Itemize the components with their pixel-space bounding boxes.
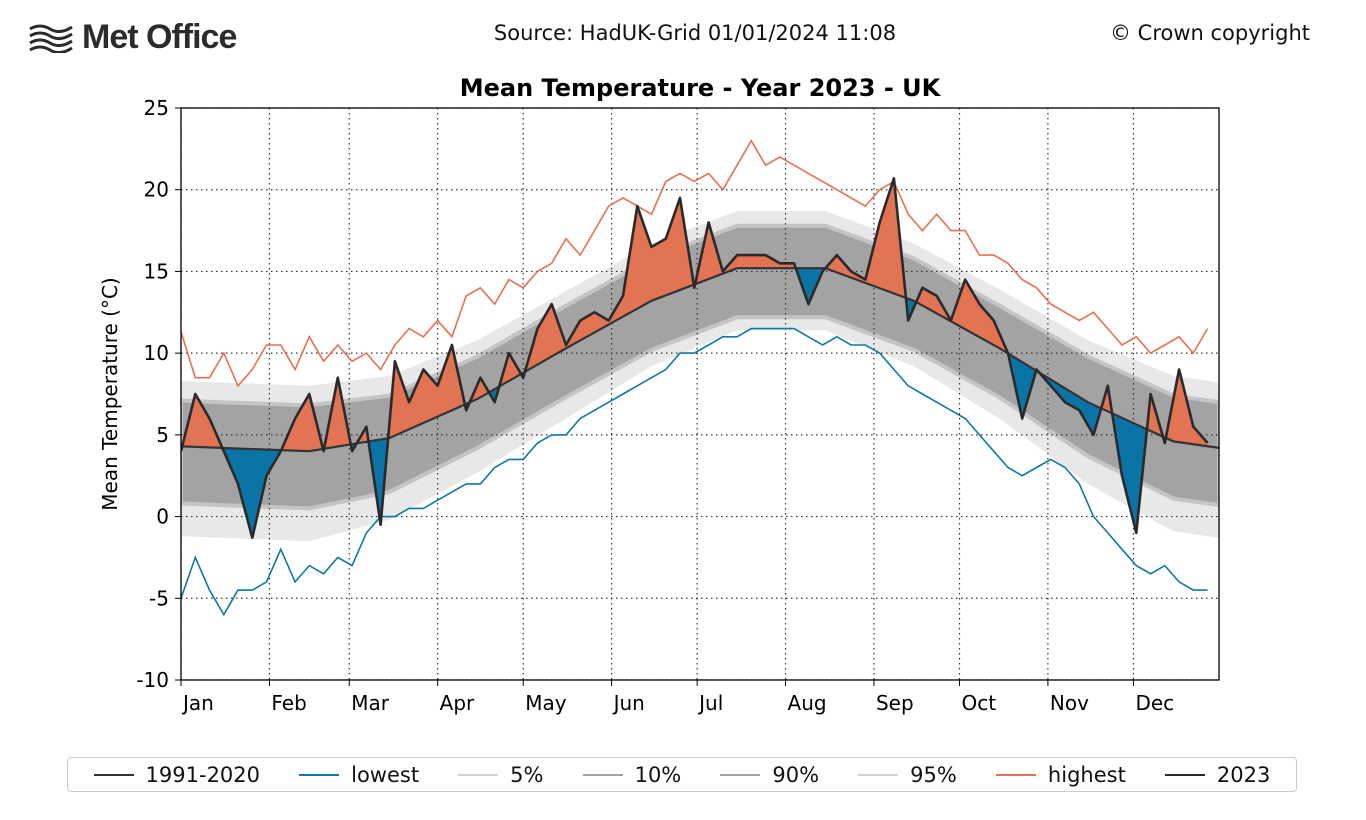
y-tick-label: 15 <box>144 259 169 283</box>
legend-swatch <box>995 773 1036 776</box>
legend-item: lowest <box>299 763 419 787</box>
legend-swatch <box>858 773 899 776</box>
legend-item: 1991-2020 <box>93 762 261 787</box>
legend-label: lowest <box>351 762 420 787</box>
x-tick-label: Jun <box>612 691 645 715</box>
legend: 1991-2020 lowest 5% 10% 90% 95% highest 2023 <box>67 757 1297 792</box>
legend-item: highest <box>995 762 1126 787</box>
copyright-text: © Crown copyright <box>1109 21 1310 45</box>
y-tick-label: 0 <box>156 505 169 529</box>
x-tick-label: May <box>525 691 567 715</box>
legend-label: 2023 <box>1216 762 1271 787</box>
y-tick-label: 5 <box>156 423 169 447</box>
met-office-logo: Met Office <box>28 18 237 57</box>
series-2023 <box>181 177 1209 540</box>
x-tick-label: Mar <box>351 691 390 715</box>
x-tick-label: Aug <box>788 691 827 715</box>
legend-swatch <box>458 773 499 776</box>
legend-item: 95% <box>858 763 957 787</box>
x-tick-label: Feb <box>271 691 306 715</box>
y-tick-label: -5 <box>149 586 169 610</box>
plot-frame <box>180 107 1220 681</box>
y-tick-label: -10 <box>136 668 169 692</box>
y-tick-label: 20 <box>144 178 169 202</box>
legend-swatch <box>582 773 623 776</box>
series-lowest <box>181 327 1208 617</box>
x-tick-label: Apr <box>440 691 475 715</box>
legend-label: 5% <box>510 762 544 787</box>
waves-logo-icon <box>29 24 73 53</box>
x-tick-label: Sep <box>876 691 914 715</box>
y-axis-label: Mean Temperature (°C) <box>98 277 122 510</box>
legend-label: highest <box>1047 762 1126 787</box>
x-tick-label: Oct <box>962 691 997 715</box>
legend-item: 5% <box>458 763 543 787</box>
legend-label: 10% <box>634 762 682 787</box>
x-tick-label: Dec <box>1135 691 1174 715</box>
legend-swatch <box>720 773 761 776</box>
y-tick-label: 25 <box>144 96 169 120</box>
legend-item: 2023 <box>1164 762 1271 787</box>
legend-item: 90% <box>720 763 819 787</box>
series-highest <box>181 139 1209 388</box>
legend-label: 95% <box>910 762 957 787</box>
plot-area <box>181 108 1219 680</box>
legend-swatch <box>93 773 134 776</box>
legend-label: 90% <box>772 762 820 787</box>
x-tick-label: Jul <box>697 691 723 715</box>
logo-text: Met Office <box>82 18 237 56</box>
legend-label: 1991-2020 <box>145 762 261 787</box>
source-text: Source: HadUK-Grid 01/01/2024 11:08 <box>493 21 897 45</box>
chart: Mean Temperature - Year 2023 - UK Mean T… <box>98 74 1220 715</box>
legend-swatch <box>299 773 340 776</box>
y-tick-label: 10 <box>144 341 169 365</box>
legend-swatch <box>1164 773 1205 776</box>
chart-title: Mean Temperature - Year 2023 - UK <box>460 74 942 102</box>
x-tick-label: Nov <box>1050 691 1089 715</box>
x-tick-label: Jan <box>181 691 214 715</box>
legend-item: 10% <box>582 762 682 787</box>
